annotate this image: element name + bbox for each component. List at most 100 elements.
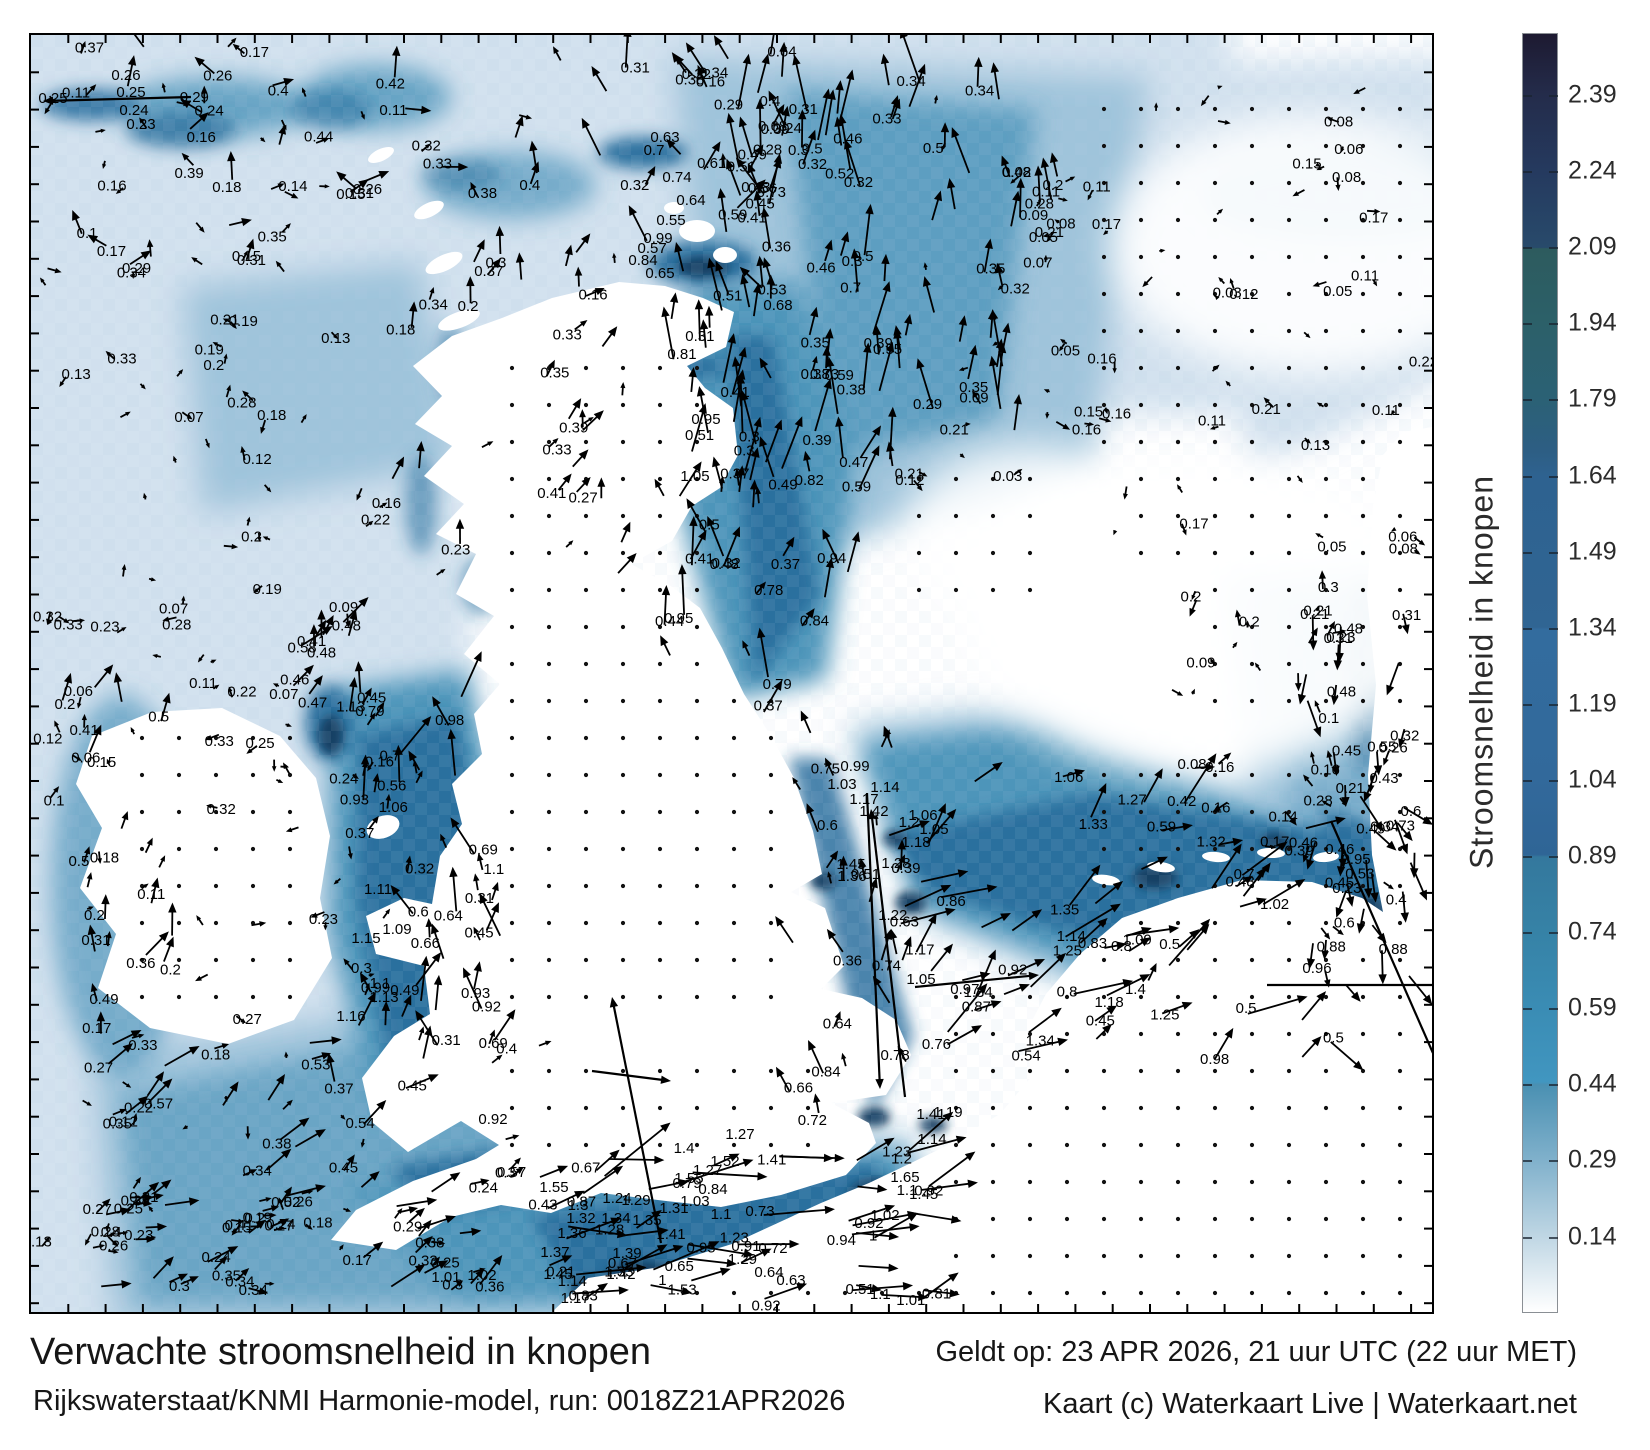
svg-text:1.32: 1.32 <box>1197 833 1226 850</box>
svg-text:0.69: 0.69 <box>479 1035 508 1052</box>
svg-text:0.49: 0.49 <box>390 982 419 999</box>
svg-text:0.15: 0.15 <box>1292 155 1321 172</box>
svg-text:0.56: 0.56 <box>377 778 406 795</box>
color-scale-tick-label: 2.24 <box>1568 156 1617 185</box>
svg-text:0.49: 0.49 <box>768 477 797 494</box>
svg-text:0.16: 0.16 <box>97 178 126 195</box>
svg-text:0.81: 0.81 <box>922 1286 951 1303</box>
svg-text:0.3: 0.3 <box>495 1165 516 1182</box>
color-scale-tick-dash <box>1523 856 1532 858</box>
color-scale-tick-dash <box>1549 932 1558 935</box>
svg-text:1.1: 1.1 <box>711 1206 732 1223</box>
svg-text:0.18: 0.18 <box>201 1046 230 1063</box>
svg-text:0.17: 0.17 <box>342 1252 371 1269</box>
svg-text:0.48: 0.48 <box>1327 684 1356 701</box>
svg-text:0.6: 0.6 <box>817 817 838 834</box>
svg-text:0.34: 0.34 <box>243 1162 272 1179</box>
svg-text:0.45: 0.45 <box>357 690 386 707</box>
svg-text:0.12: 0.12 <box>1229 286 1258 303</box>
svg-text:0.5: 0.5 <box>1236 1000 1257 1017</box>
svg-text:0.14: 0.14 <box>1269 808 1298 825</box>
svg-text:1.41: 1.41 <box>757 1151 786 1168</box>
svg-text:0.16: 0.16 <box>1205 759 1234 776</box>
svg-text:0.73: 0.73 <box>810 366 839 383</box>
svg-text:0.31: 0.31 <box>345 185 374 202</box>
svg-text:1.55: 1.55 <box>539 1179 568 1196</box>
svg-text:0.3: 0.3 <box>169 1278 190 1295</box>
svg-text:1.32: 1.32 <box>566 1210 595 1227</box>
svg-text:0.17: 0.17 <box>1179 515 1208 532</box>
svg-text:0.52: 0.52 <box>825 165 854 182</box>
svg-text:0.24: 0.24 <box>773 120 802 137</box>
svg-text:0.92: 0.92 <box>751 1298 780 1312</box>
color-scale-tick-label: 0.74 <box>1568 917 1617 946</box>
svg-text:0.96: 0.96 <box>1302 960 1331 977</box>
svg-text:1.25: 1.25 <box>1150 1007 1179 1024</box>
svg-text:1.23: 1.23 <box>882 1144 911 1161</box>
color-scale-tick-dash <box>1523 1084 1532 1087</box>
svg-text:0.11: 0.11 <box>1351 268 1379 285</box>
svg-text:0.35: 0.35 <box>959 379 988 396</box>
svg-text:1.03: 1.03 <box>827 776 856 793</box>
color-scale-tick-dash <box>1523 703 1532 706</box>
svg-text:0.24: 0.24 <box>119 102 148 119</box>
svg-text:0.31: 0.31 <box>237 252 266 269</box>
svg-text:0.15: 0.15 <box>1074 404 1103 421</box>
svg-text:0.45: 0.45 <box>398 1078 427 1095</box>
svg-text:0.55: 0.55 <box>656 212 685 229</box>
svg-text:1.1: 1.1 <box>870 1286 891 1303</box>
svg-text:0.06: 0.06 <box>64 683 93 700</box>
svg-text:0.94: 0.94 <box>817 550 846 567</box>
svg-text:1.4: 1.4 <box>674 1140 695 1157</box>
svg-text:0.23: 0.23 <box>90 619 119 636</box>
svg-text:1.2: 1.2 <box>891 1150 912 1167</box>
svg-text:0.31: 0.31 <box>789 101 818 118</box>
svg-text:0.64: 0.64 <box>823 1015 852 1032</box>
svg-text:0.16: 0.16 <box>1072 422 1101 439</box>
svg-text:0.63: 0.63 <box>890 914 919 931</box>
color-scale-tick-label: 0.89 <box>1568 841 1617 870</box>
svg-text:0.84: 0.84 <box>811 1064 840 1081</box>
svg-text:0.83: 0.83 <box>1078 935 1107 952</box>
svg-text:0.3: 0.3 <box>485 254 506 271</box>
svg-text:0.5: 0.5 <box>923 140 944 157</box>
color-scale-tick-dash <box>1549 95 1558 97</box>
svg-text:0.41: 0.41 <box>297 633 326 650</box>
svg-text:0.84: 0.84 <box>628 252 657 269</box>
svg-text:1.35: 1.35 <box>1050 902 1079 919</box>
svg-text:0.37: 0.37 <box>771 556 800 573</box>
svg-text:0.63: 0.63 <box>776 1272 805 1289</box>
svg-text:1.05: 1.05 <box>919 821 948 838</box>
svg-text:1.41: 1.41 <box>916 1106 945 1123</box>
svg-text:0.44: 0.44 <box>304 128 333 145</box>
svg-text:0.08: 0.08 <box>1389 541 1418 558</box>
svg-text:0.43: 0.43 <box>528 1196 557 1213</box>
svg-text:0.23: 0.23 <box>126 116 155 133</box>
svg-text:0.43: 0.43 <box>1369 770 1398 787</box>
svg-text:0.38: 0.38 <box>675 72 704 89</box>
svg-text:0.29: 0.29 <box>913 396 942 413</box>
svg-text:0.53: 0.53 <box>1345 866 1374 883</box>
svg-text:0.17: 0.17 <box>1260 834 1289 851</box>
svg-text:0.12: 0.12 <box>895 472 924 489</box>
color-scale-tick-dash <box>1549 1084 1558 1087</box>
svg-text:0.42: 0.42 <box>1167 793 1196 810</box>
color-scale-tick-dash <box>1549 171 1558 174</box>
svg-text:0.39: 0.39 <box>175 165 204 182</box>
svg-text:0.45: 0.45 <box>1086 1012 1115 1029</box>
svg-text:0.16: 0.16 <box>578 287 607 304</box>
svg-text:0.51: 0.51 <box>727 158 756 175</box>
svg-text:0.61: 0.61 <box>697 155 726 172</box>
svg-text:0.23: 0.23 <box>124 1227 153 1244</box>
svg-text:0.59: 0.59 <box>825 367 854 384</box>
svg-text:0.37: 0.37 <box>324 1080 353 1097</box>
svg-text:0.4: 0.4 <box>496 1041 517 1058</box>
svg-text:1.09: 1.09 <box>1123 932 1152 949</box>
svg-text:0.4: 0.4 <box>101 1224 122 1241</box>
svg-text:0.4: 0.4 <box>519 177 540 194</box>
calm-sea-zones <box>901 115 1432 775</box>
svg-text:0.34: 0.34 <box>117 264 146 281</box>
svg-text:1.27: 1.27 <box>1117 791 1146 808</box>
svg-text:0.6: 0.6 <box>1401 803 1422 820</box>
svg-text:0.55: 0.55 <box>873 341 902 358</box>
